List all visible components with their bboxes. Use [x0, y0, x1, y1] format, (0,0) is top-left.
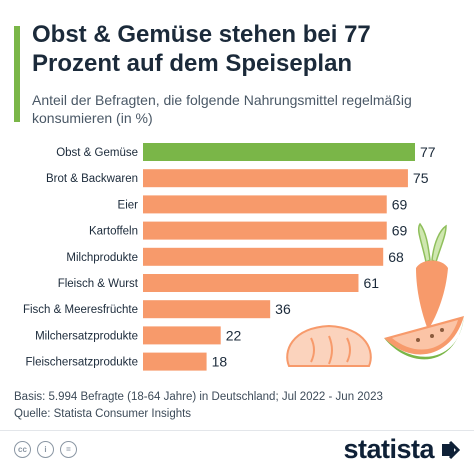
category-label: Fleisch & Wurst [58, 278, 139, 290]
bar [143, 300, 271, 319]
statista-logo-mark-icon [442, 440, 460, 460]
category-label: Milchprodukte [66, 252, 138, 264]
category-label: Kartoffeln [89, 226, 138, 238]
value-label: 77 [420, 144, 436, 160]
bar [143, 274, 359, 292]
person-icon[interactable]: i [37, 441, 54, 458]
value-label: 75 [413, 170, 429, 186]
category-label: Fleischersatzprodukte [26, 357, 139, 369]
value-label: 18 [212, 354, 228, 370]
bar-chart: Obst & Gemüse 77 Brot & Backwaren 75 Eier 69 K… [23, 143, 436, 371]
license-icons: cc i = [14, 441, 77, 458]
value-label: 61 [363, 275, 379, 291]
category-label: Fisch & Meeresfrüchte [23, 304, 138, 316]
page-subtitle: Anteil der Befragten, die folgende Nahru… [32, 92, 412, 126]
footer-divider [0, 430, 474, 431]
bar [143, 326, 221, 345]
bar [143, 352, 207, 371]
value-label: 36 [275, 301, 291, 317]
value-label: 22 [226, 327, 242, 343]
value-label: 69 [392, 196, 408, 212]
bar [143, 247, 384, 266]
bar [143, 221, 387, 240]
value-label: 68 [388, 249, 404, 265]
equals-icon[interactable]: = [60, 441, 77, 458]
carrot-illustration [416, 222, 448, 330]
bar [143, 195, 387, 214]
cc-icon[interactable]: cc [14, 441, 31, 458]
footer-source: Quelle: Statista Consumer Insights [14, 408, 192, 420]
statista-logo[interactable]: statista [343, 434, 434, 464]
category-label: Eier [118, 199, 139, 211]
bar [143, 143, 415, 161]
melon-illustration [384, 316, 464, 360]
bar [143, 169, 408, 188]
bread-illustration [286, 324, 372, 367]
category-label: Brot & Backwaren [46, 173, 138, 185]
value-label: 69 [392, 223, 408, 239]
page-title: Obst & Gemüse stehen bei 77 Prozent auf … [32, 21, 371, 77]
category-label: Milchersatzprodukte [35, 330, 138, 342]
category-label: Obst & Gemüse [56, 147, 138, 159]
footer-basis: Basis: 5.994 Befragte (18-64 Jahre) in D… [14, 391, 383, 403]
title-accent-bar [14, 26, 20, 122]
